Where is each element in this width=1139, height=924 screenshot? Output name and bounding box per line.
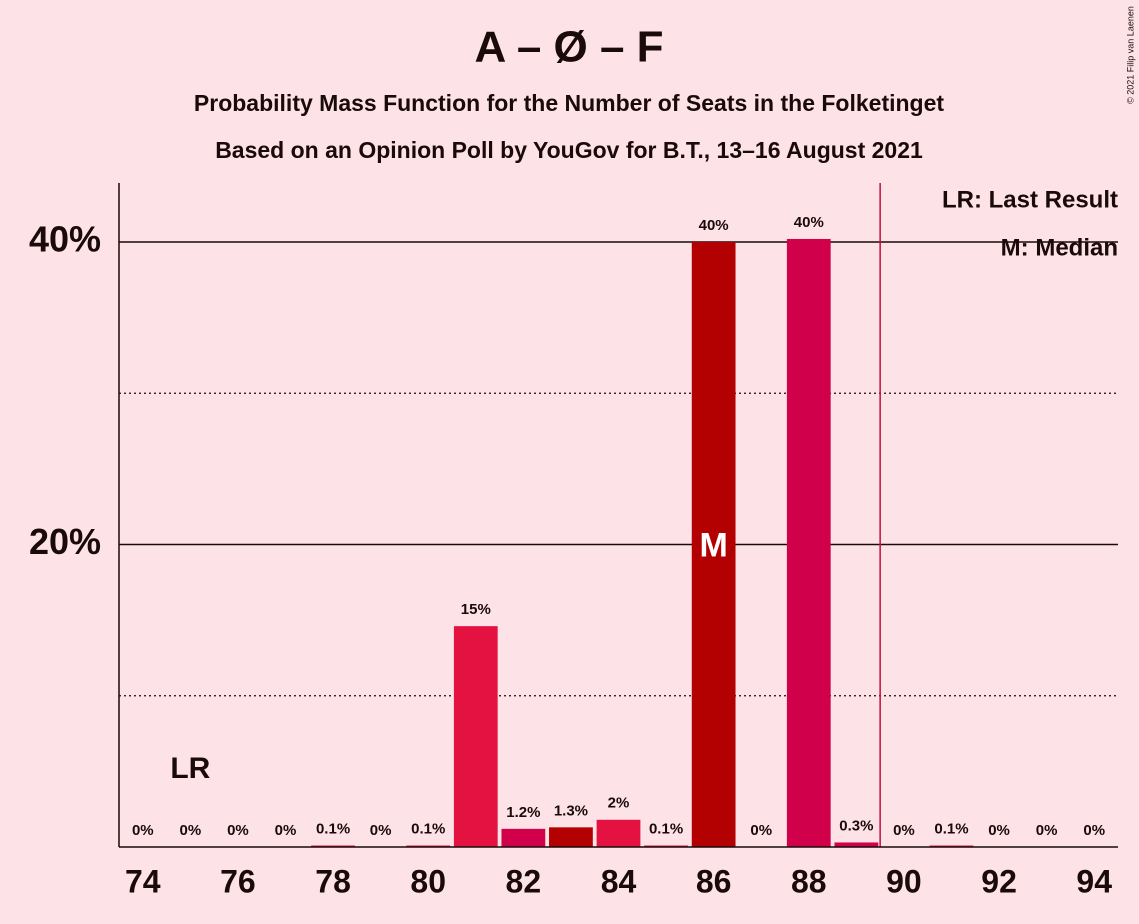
chart-subtitle: Probability Mass Function for the Number… [194, 90, 944, 116]
x-tick-label: 94 [1076, 863, 1112, 899]
x-tick-label: 76 [220, 863, 256, 899]
bar [691, 241, 736, 847]
value-label: 0% [227, 822, 249, 839]
x-tick-label: 92 [981, 863, 1017, 899]
copyright: © 2021 Filip van Laenen [1125, 6, 1135, 104]
x-tick-label: 88 [791, 863, 827, 899]
bar [834, 842, 879, 847]
value-label: 0.3% [839, 817, 873, 834]
bar [596, 819, 641, 847]
bar [453, 626, 498, 847]
bar [406, 845, 451, 847]
value-label: 0.1% [649, 820, 683, 837]
chart-title: A – Ø – F [474, 23, 663, 72]
value-label: 0% [275, 822, 297, 839]
bar [929, 845, 974, 847]
value-label: 2% [608, 795, 630, 812]
value-label: 0% [750, 822, 772, 839]
bar [501, 828, 546, 847]
x-tick-label: 86 [696, 863, 732, 899]
value-label: 0.1% [934, 820, 968, 837]
x-tick-label: 84 [601, 863, 637, 899]
value-label: 0% [180, 822, 202, 839]
last-result-label: LR [170, 752, 210, 785]
x-tick-label: 74 [125, 863, 161, 899]
x-tick-label: 90 [886, 863, 922, 899]
legend-entry: LR: Last Result [942, 186, 1118, 213]
value-label: 0.1% [411, 820, 445, 837]
x-tick-label: 80 [410, 863, 446, 899]
legend-entry: M: Median [1001, 234, 1118, 261]
value-label: 0% [893, 822, 915, 839]
value-label: 0% [370, 822, 392, 839]
value-label: 0% [988, 822, 1010, 839]
value-label: 0% [1036, 822, 1058, 839]
x-tick-label: 78 [315, 863, 351, 899]
bar [644, 845, 688, 847]
chart-subtitle: Based on an Opinion Poll by YouGov for B… [215, 137, 923, 163]
value-label: 40% [699, 217, 729, 234]
bar [311, 845, 355, 847]
bar [786, 238, 831, 847]
value-label: 15% [461, 601, 491, 618]
value-label: 0.1% [316, 820, 350, 837]
bar [549, 827, 593, 847]
x-tick-label: 82 [506, 863, 542, 899]
median-label: M [699, 526, 727, 564]
y-tick-label: 40% [29, 219, 101, 260]
value-label: 1.2% [506, 804, 540, 821]
value-label: 1.3% [554, 802, 588, 819]
y-tick-label: 20% [29, 521, 101, 562]
value-label: 0% [132, 822, 154, 839]
value-label: 0% [1083, 822, 1105, 839]
value-label: 40% [794, 214, 824, 231]
